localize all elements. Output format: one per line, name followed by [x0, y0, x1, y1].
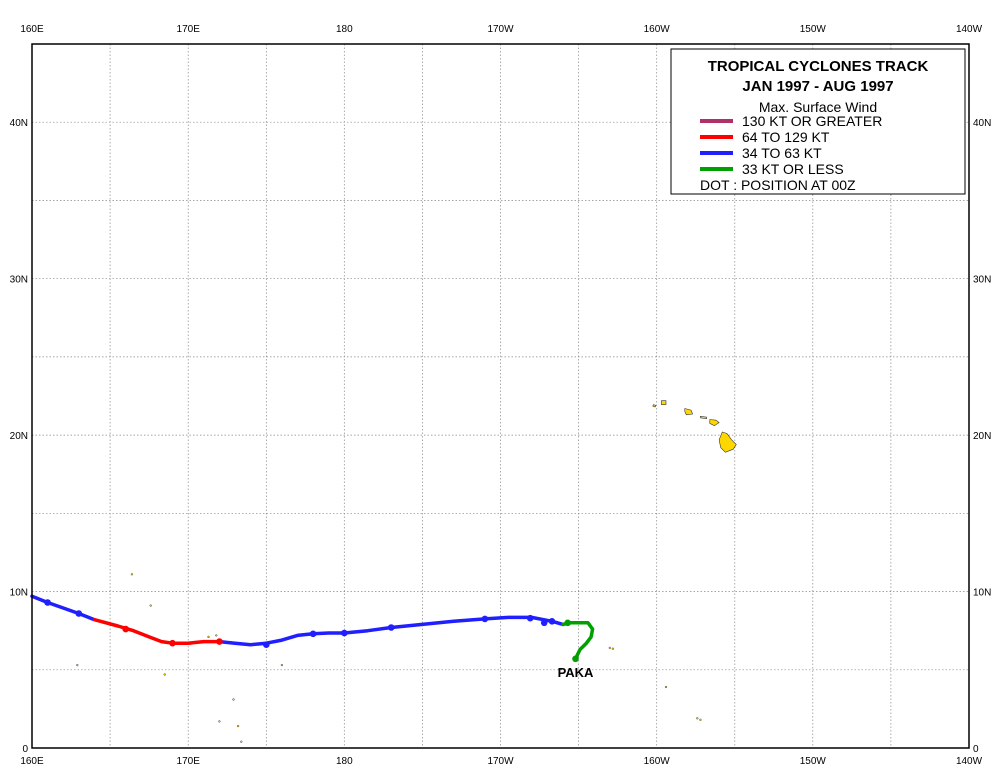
legend-subtitle: Max. Surface Wind	[759, 99, 877, 115]
atoll-mark	[163, 673, 166, 676]
storm-name-label: PAKA	[558, 665, 594, 680]
legend-label-33kt: 33 KT OR LESS	[742, 161, 844, 177]
atoll-mark	[240, 740, 243, 743]
niihau-island	[652, 404, 657, 408]
lat-tick-label-left: 30N	[10, 275, 28, 286]
lon-tick-label-bottom: 180	[336, 756, 353, 767]
maui-island	[709, 419, 720, 427]
atoll-mark	[232, 698, 235, 701]
track-position-dot	[169, 639, 176, 647]
atoll-mark	[696, 717, 699, 720]
lon-tick-label-top: 170W	[487, 24, 514, 35]
track-position-dot	[548, 618, 556, 625]
track-position-dot	[75, 610, 83, 617]
kauai-island	[661, 400, 667, 405]
land-masses	[76, 400, 737, 743]
lat-tick-label-right: 0	[973, 744, 979, 755]
lon-tick-label-bottom: 170W	[487, 756, 514, 767]
legend-label-64kt: 64 TO 129 KT	[742, 129, 830, 145]
atoll-mark	[236, 724, 240, 728]
track-position-dot	[309, 630, 317, 638]
legend-title-line1: TROPICAL CYCLONES TRACK	[708, 58, 929, 75]
legend-label-130kt: 130 KT OR GREATER	[742, 113, 882, 129]
lon-tick-label-top: 150W	[800, 24, 827, 35]
atoll-mark	[76, 663, 79, 667]
storm-tracks: PAKA	[30, 594, 595, 680]
lon-tick-label-top: 160W	[644, 24, 671, 35]
axis-labels: 160E 160E 170E 170E 180 180 170W 170W 160W 160W 15…	[10, 24, 992, 767]
lon-tick-label-top: 180	[336, 24, 353, 35]
legend-label-34kt: 34 TO 63 KT	[742, 145, 822, 161]
track-position-dot	[540, 619, 548, 627]
track-position-dot	[526, 614, 534, 622]
track-position-dot	[122, 625, 129, 633]
molokai-island	[700, 415, 707, 420]
track-position-dot	[44, 599, 51, 606]
track-position-dot	[263, 641, 270, 648]
lon-tick-label-top: 170E	[177, 24, 201, 35]
lat-tick-label-left: 20N	[10, 431, 28, 442]
lon-tick-label-bottom: 140W	[956, 756, 983, 767]
track-segment	[561, 621, 595, 661]
lat-tick-label-right: 30N	[973, 275, 991, 286]
track-position-dot	[216, 638, 223, 645]
lon-tick-label-bottom: 170E	[177, 756, 201, 767]
lat-tick-label-right: 20N	[973, 431, 991, 442]
lat-tick-label-left: 40N	[10, 118, 28, 129]
track-position-dot	[564, 619, 571, 627]
atoll-mark	[280, 663, 284, 667]
atoll-mark	[215, 634, 218, 637]
hawaii-island	[718, 431, 737, 453]
atoll-mark	[207, 635, 210, 639]
atoll-mark	[664, 685, 668, 689]
oahu-island	[684, 408, 694, 416]
atoll-mark	[130, 573, 134, 576]
lon-tick-label-top: 140W	[956, 24, 983, 35]
atoll-mark	[149, 604, 152, 607]
lat-tick-label-left: 0	[22, 744, 28, 755]
lon-tick-label-bottom: 160E	[20, 756, 44, 767]
lat-tick-label-right: 10N	[973, 588, 991, 599]
legend-dot-note: DOT : POSITION AT 00Z	[700, 177, 856, 193]
legend-box: TROPICAL CYCLONES TRACK JAN 1997 - AUG 1…	[670, 48, 966, 195]
lat-tick-label-left: 10N	[10, 588, 28, 599]
track-segment	[30, 594, 97, 622]
track-position-dot	[481, 615, 489, 623]
atoll-mark	[218, 720, 221, 723]
lat-tick-label-right: 40N	[973, 118, 991, 129]
track-position-dot	[341, 629, 348, 637]
atoll-mark	[611, 647, 615, 650]
legend-title-line2: JAN 1997 - AUG 1997	[742, 78, 893, 95]
storm-track-paka: PAKA	[30, 594, 595, 680]
lon-tick-label-bottom: 150W	[800, 756, 827, 767]
track-position-dot	[572, 655, 579, 663]
lon-tick-label-top: 160E	[20, 24, 44, 35]
atoll-mark	[608, 646, 611, 650]
lon-tick-label-bottom: 160W	[644, 756, 671, 767]
map-frame	[31, 43, 970, 749]
atoll-mark	[699, 718, 702, 721]
track-position-dot	[387, 624, 395, 631]
